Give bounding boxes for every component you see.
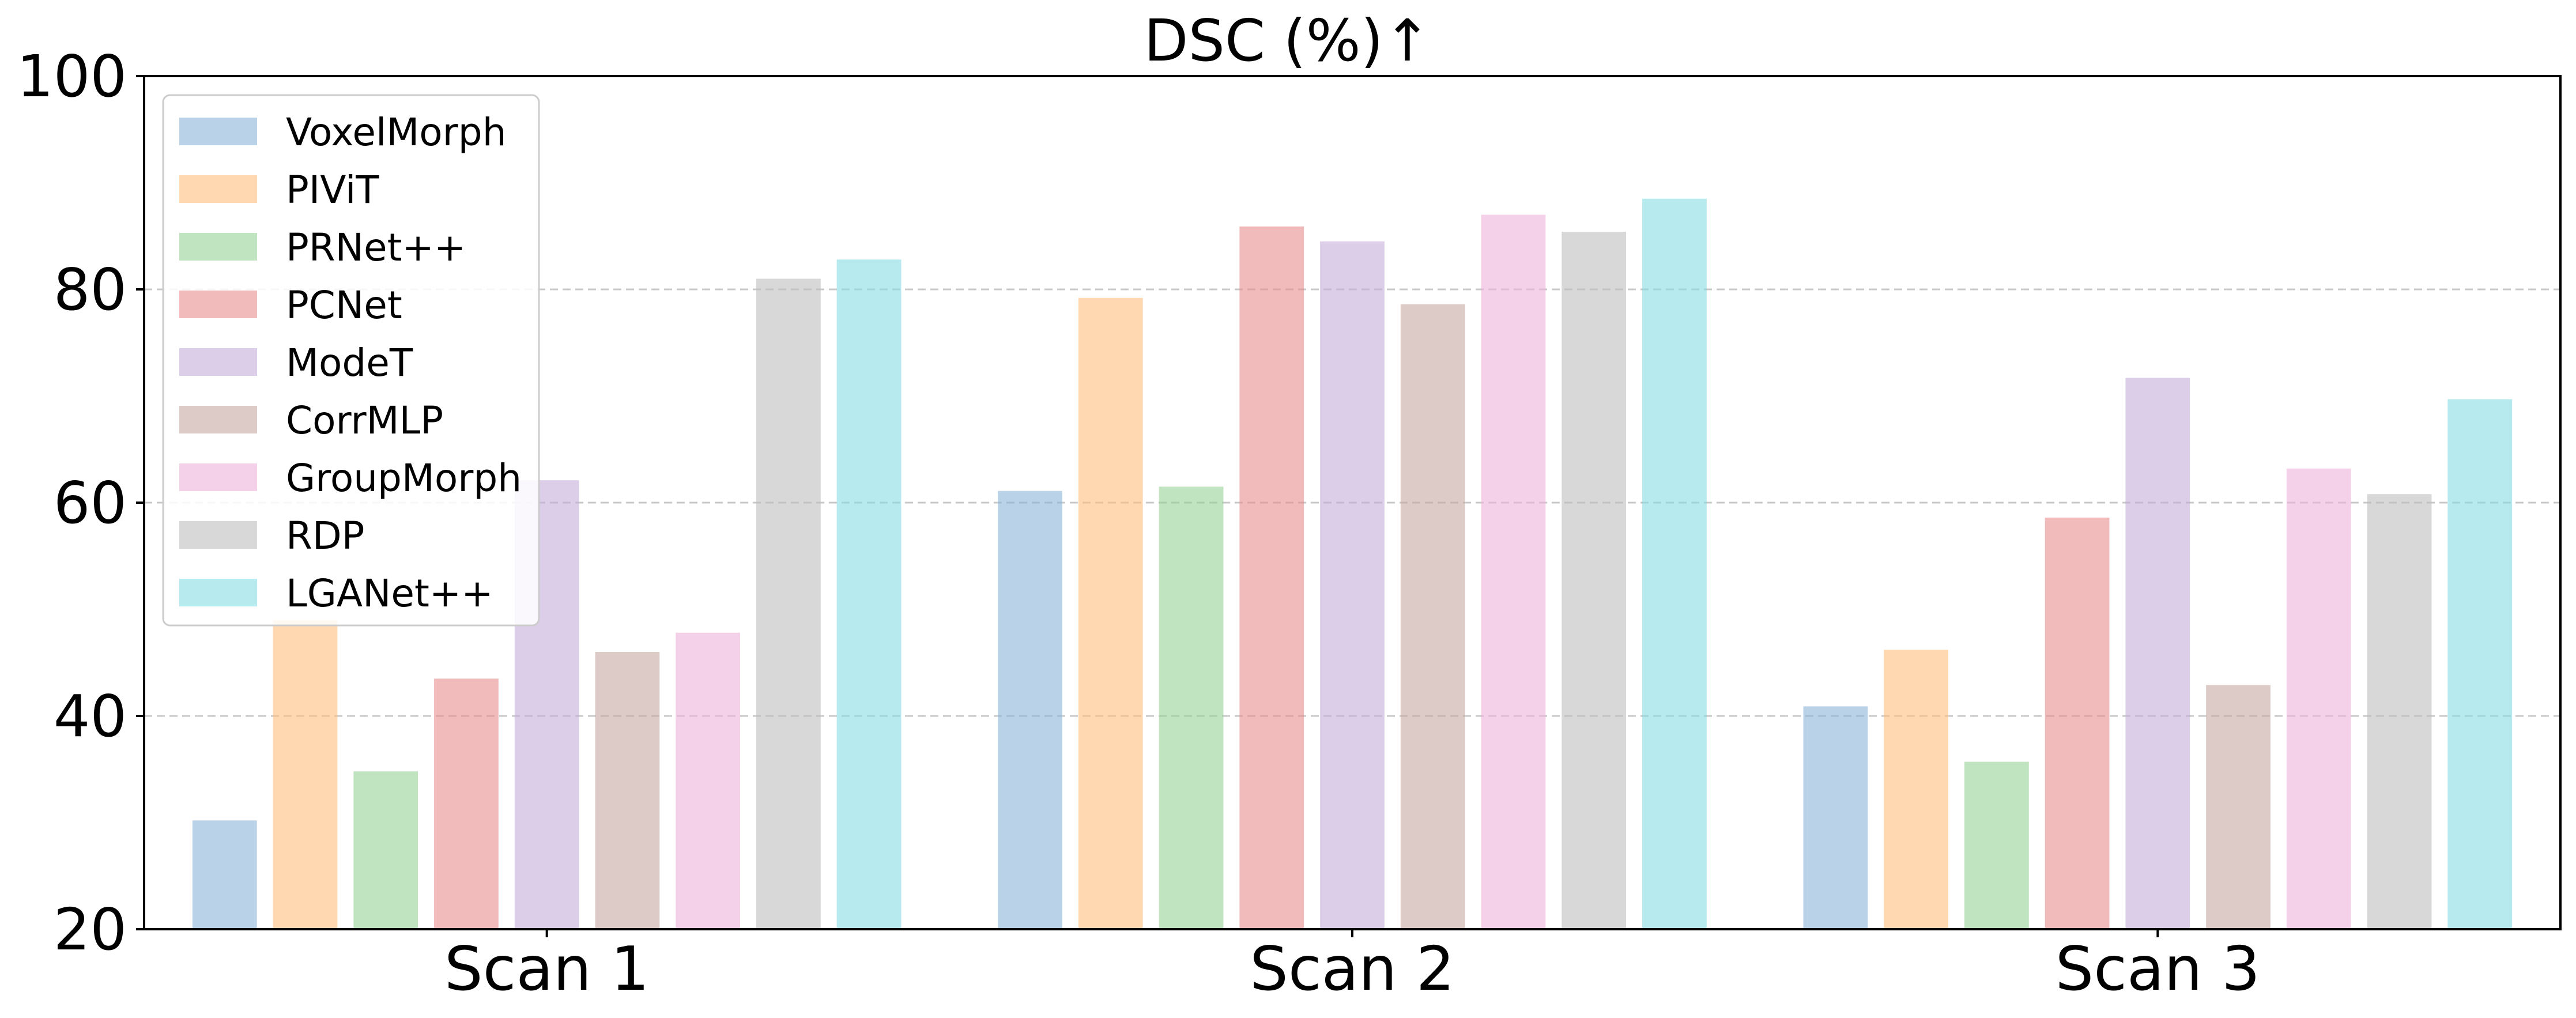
bar-corrmlp-scan-3 <box>2206 685 2270 929</box>
bar-pcnet-scan-3 <box>2045 517 2110 929</box>
legend-label: ModeT <box>286 341 413 385</box>
legend-label: PCNet <box>286 283 402 327</box>
legend-label: PIViT <box>286 168 379 212</box>
bar-prnet--scan-2 <box>1159 487 1224 929</box>
bar-rdp-scan-2 <box>1562 232 1627 930</box>
x-tick-label: Scan 1 <box>444 934 649 1004</box>
bar-pcnet-scan-1 <box>434 678 499 929</box>
bar-voxelmorph-scan-3 <box>1803 706 1868 929</box>
legend-swatch <box>179 348 257 376</box>
legend-swatch <box>179 291 257 318</box>
y-tick-label: 40 <box>54 683 127 750</box>
legend-label: LGANet++ <box>286 571 493 616</box>
legend-swatch <box>179 406 257 433</box>
bar-modet-scan-3 <box>2125 378 2190 929</box>
y-tick-label: 60 <box>54 469 127 537</box>
y-tick-label: 80 <box>54 256 127 323</box>
bar-prnet--scan-1 <box>353 771 418 929</box>
bar-pivit-scan-1 <box>273 620 338 929</box>
bar-voxelmorph-scan-2 <box>998 491 1062 929</box>
bar-prnet--scan-3 <box>1964 761 2029 929</box>
bars <box>192 198 2513 930</box>
x-tick-label: Scan 2 <box>1250 934 1454 1004</box>
legend-label: PRNet++ <box>286 225 466 270</box>
bar-pivit-scan-2 <box>1078 297 1143 929</box>
legend-label: CorrMLP <box>286 398 443 443</box>
bar-lganet--scan-2 <box>1642 198 1707 929</box>
legend-frame <box>162 94 540 627</box>
legend-swatch <box>179 175 257 203</box>
x-axis: Scan 1 Scan 2 Scan 3 <box>444 929 2260 1004</box>
legend-label: RDP <box>286 514 364 558</box>
legend-swatch <box>179 233 257 261</box>
bar-groupmorph-scan-1 <box>676 632 741 929</box>
bar-rdp-scan-3 <box>2367 494 2432 929</box>
bar-pivit-scan-3 <box>1884 650 1949 929</box>
bar-pcnet-scan-2 <box>1239 226 1304 930</box>
bar-voxelmorph-scan-1 <box>192 820 257 929</box>
legend-label: GroupMorph <box>286 456 522 500</box>
legend-swatch <box>179 463 257 491</box>
bar-modet-scan-2 <box>1320 241 1385 929</box>
legend-swatch <box>179 579 257 606</box>
legend-label: VoxelMorph <box>286 110 507 154</box>
bar-groupmorph-scan-2 <box>1481 214 1546 929</box>
y-tick-label: 20 <box>54 896 127 963</box>
chart-title: DSC (%)↑ <box>1144 7 1432 74</box>
bar-lganet--scan-1 <box>836 259 902 930</box>
legend-swatch <box>179 118 257 145</box>
legend-swatch <box>179 521 257 549</box>
legend: VoxelMorph PIViT PRNet++ PCNet ModeT CorrMLP G… <box>162 94 540 627</box>
bar-corrmlp-scan-1 <box>595 652 660 929</box>
bar-rdp-scan-1 <box>756 278 821 929</box>
bar-corrmlp-scan-2 <box>1400 304 1465 929</box>
y-axis: 20 40 60 80 100 <box>17 43 144 963</box>
bar-groupmorph-scan-3 <box>2286 468 2351 929</box>
bar-lganet--scan-3 <box>2447 399 2513 929</box>
x-tick-label: Scan 3 <box>2055 934 2260 1004</box>
y-tick-label: 100 <box>17 43 127 110</box>
